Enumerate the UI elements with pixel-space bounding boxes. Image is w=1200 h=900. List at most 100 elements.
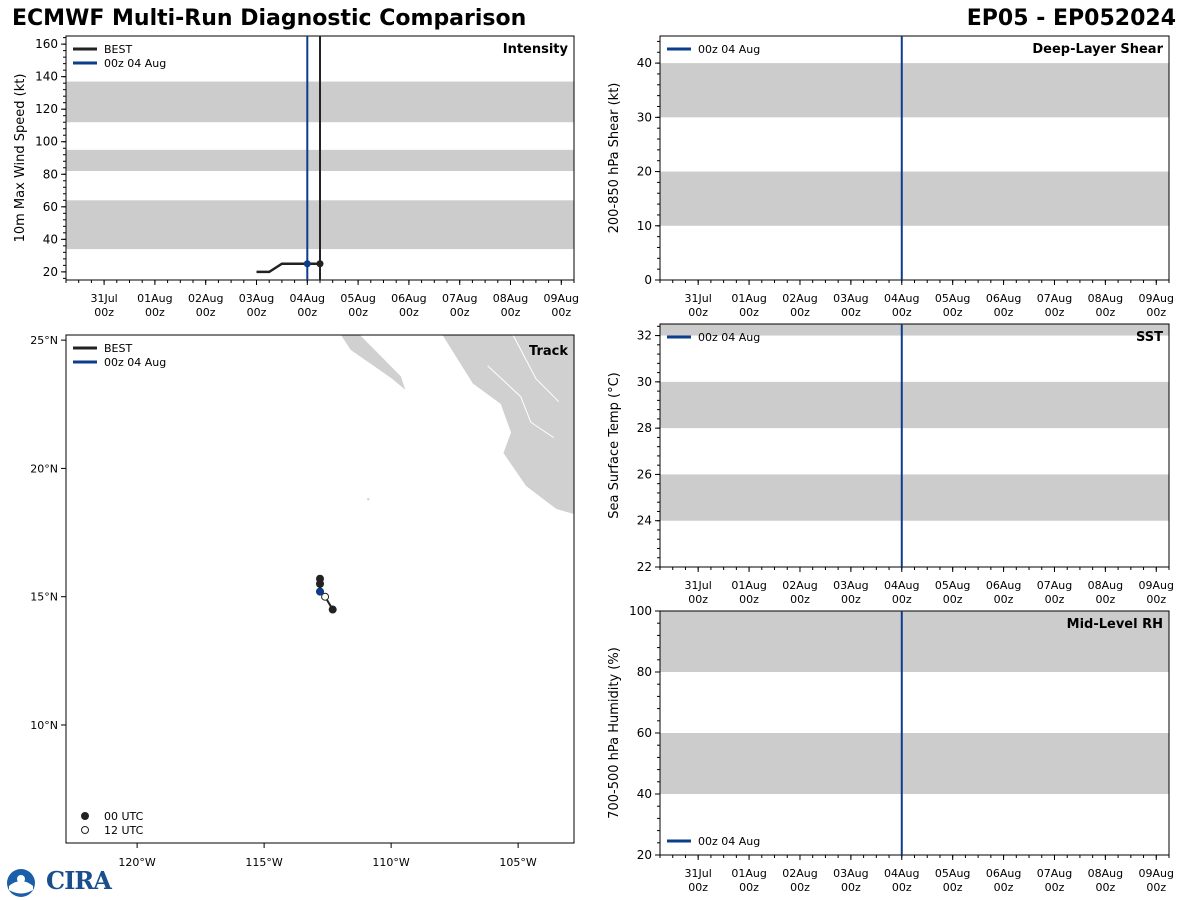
intensity-ytick-label: 160 xyxy=(35,37,58,51)
rh-xtick-label: 00z xyxy=(1045,881,1065,894)
sst-xtick-label: 09Aug xyxy=(1139,579,1174,592)
sst-xtick-label: 00z xyxy=(688,593,708,606)
rh-ytick-label: 100 xyxy=(629,604,652,618)
best-track-point xyxy=(328,605,337,614)
track-map xyxy=(339,334,575,516)
track-legend-label: 00z 04 Aug xyxy=(104,356,166,369)
rh-title: Mid-Level RH xyxy=(1067,617,1163,632)
shear-xtick-label: 03Aug xyxy=(833,292,868,305)
shear-ytick-label: 20 xyxy=(637,165,652,179)
rh-ytick-label: 60 xyxy=(637,726,652,740)
intensity-ytick-label: 100 xyxy=(35,135,58,149)
rh-xtick-label: 03Aug xyxy=(833,867,868,880)
sst-ytick-label: 32 xyxy=(637,329,652,343)
track-marker-legend-symbol xyxy=(81,826,89,834)
rh-legend-label: 00z 04 Aug xyxy=(698,835,760,848)
intensity-xtick-label: 04Aug xyxy=(290,292,325,305)
shear-xtick-label: 00z xyxy=(790,306,810,319)
intensity-xtick-label: 03Aug xyxy=(239,292,274,305)
rh-xtick-label: 00z xyxy=(1146,881,1166,894)
intensity-ytick-label: 20 xyxy=(43,265,58,279)
page-title: ECMWF Multi-Run Diagnostic Comparison xyxy=(12,6,527,31)
intensity-xtick-label: 05Aug xyxy=(340,292,375,305)
sst-frame xyxy=(659,323,1170,568)
rh-ylabel: 700-500 hPa Humidity (%) xyxy=(607,647,622,819)
track-marker-legend-label: 00 UTC xyxy=(104,810,144,823)
intensity-ytick-label: 40 xyxy=(43,232,58,246)
intensity-xtick-label: 09Aug xyxy=(544,292,579,305)
rh-band-1 xyxy=(660,611,1169,672)
rh-xtick-label: 00z xyxy=(841,881,861,894)
rh-xtick-label: 07Aug xyxy=(1037,867,1072,880)
intensity-ytick-label: 120 xyxy=(35,102,58,116)
track-marker-legend-label: 12 UTC xyxy=(104,824,144,837)
intensity-xtick-label: 08Aug xyxy=(493,292,528,305)
track-legend-label: BEST xyxy=(104,342,132,355)
intensity-xtick-label: 00z xyxy=(247,306,267,319)
sst-ytick-label: 28 xyxy=(637,421,652,435)
intensity-xtick-label: 00z xyxy=(196,306,216,319)
rh-xtick-label: 00z xyxy=(688,881,708,894)
intensity-xtick-label: 00z xyxy=(297,306,317,319)
intensity-xtick-label: 00z xyxy=(348,306,368,319)
rh-band-0 xyxy=(660,733,1169,794)
sst-title: SST xyxy=(1136,330,1163,345)
sst-xtick-label: 01Aug xyxy=(731,579,766,592)
shear-ylabel: 200-850 hPa Shear (kt) xyxy=(607,83,622,234)
sst-xtick-label: 03Aug xyxy=(833,579,868,592)
state-border xyxy=(487,365,554,439)
intensity-ylabel: 10m Max Wind Speed (kt) xyxy=(13,74,28,243)
state-border xyxy=(512,334,560,403)
sst-xtick-label: 00z xyxy=(994,593,1014,606)
sst-xtick-label: 06Aug xyxy=(986,579,1021,592)
sst-xtick-label: 31Jul xyxy=(685,579,712,592)
shear-band-0 xyxy=(660,171,1169,226)
rh-xtick-label: 00z xyxy=(790,881,810,894)
rh-xtick-label: 02Aug xyxy=(782,867,817,880)
shear-ytick-label: 0 xyxy=(644,273,652,287)
intensity-xtick-label: 02Aug xyxy=(188,292,223,305)
intensity-ytick-label: 140 xyxy=(35,70,58,84)
intensity-xtick-label: 00z xyxy=(399,306,419,319)
shear-xtick-label: 00z xyxy=(841,306,861,319)
shear-ytick-label: 10 xyxy=(637,219,652,233)
intensity-xtick-label: 01Aug xyxy=(137,292,172,305)
intensity-xtick-label: 00z xyxy=(551,306,571,319)
track-marker-legend-symbol xyxy=(81,812,89,820)
track-xtick-label: 110°W xyxy=(372,856,409,869)
rh-xtick-label: 00z xyxy=(1095,881,1115,894)
sst-xtick-label: 00z xyxy=(892,593,912,606)
shear-legend-label: 00z 04 Aug xyxy=(698,43,760,56)
sst-xtick-label: 00z xyxy=(1045,593,1065,606)
sst-xtick-label: 07Aug xyxy=(1037,579,1072,592)
rh-ytick-label: 40 xyxy=(637,787,652,801)
rh-xtick-label: 00z xyxy=(994,881,1014,894)
rh-xtick-label: 06Aug xyxy=(986,867,1021,880)
track-ytick-label: 20°N xyxy=(30,462,58,475)
shear-xtick-label: 31Jul xyxy=(685,292,712,305)
best-track-point xyxy=(321,592,330,601)
rh-xtick-label: 31Jul xyxy=(685,867,712,880)
rh-xtick-label: 00z xyxy=(739,881,759,894)
sst-xtick-label: 00z xyxy=(790,593,810,606)
sst-ytick-label: 24 xyxy=(637,514,652,528)
sst-xtick-label: 05Aug xyxy=(935,579,970,592)
rh-xtick-label: 00z xyxy=(892,881,912,894)
shear-xtick-label: 00z xyxy=(1095,306,1115,319)
baja-land xyxy=(339,334,408,393)
intensity-xtick-label: 00z xyxy=(450,306,470,319)
shear-xtick-label: 08Aug xyxy=(1088,292,1123,305)
shear-xtick-label: 05Aug xyxy=(935,292,970,305)
sst-ylabel: Sea Surface Temp (°C) xyxy=(607,372,622,519)
intensity-series-point xyxy=(303,260,311,268)
sst-band-1 xyxy=(660,381,1169,429)
sst-ytick-label: 26 xyxy=(637,467,652,481)
storm-id: EP05 - EP052024 xyxy=(966,6,1176,31)
sst-xtick-label: 02Aug xyxy=(782,579,817,592)
track-ytick-label: 10°N xyxy=(30,719,58,732)
shear-title: Deep-Layer Shear xyxy=(1032,42,1163,57)
track-xtick-label: 115°W xyxy=(245,856,282,869)
intensity-ytick-label: 60 xyxy=(43,200,58,214)
shear-ytick-label: 30 xyxy=(637,110,652,124)
